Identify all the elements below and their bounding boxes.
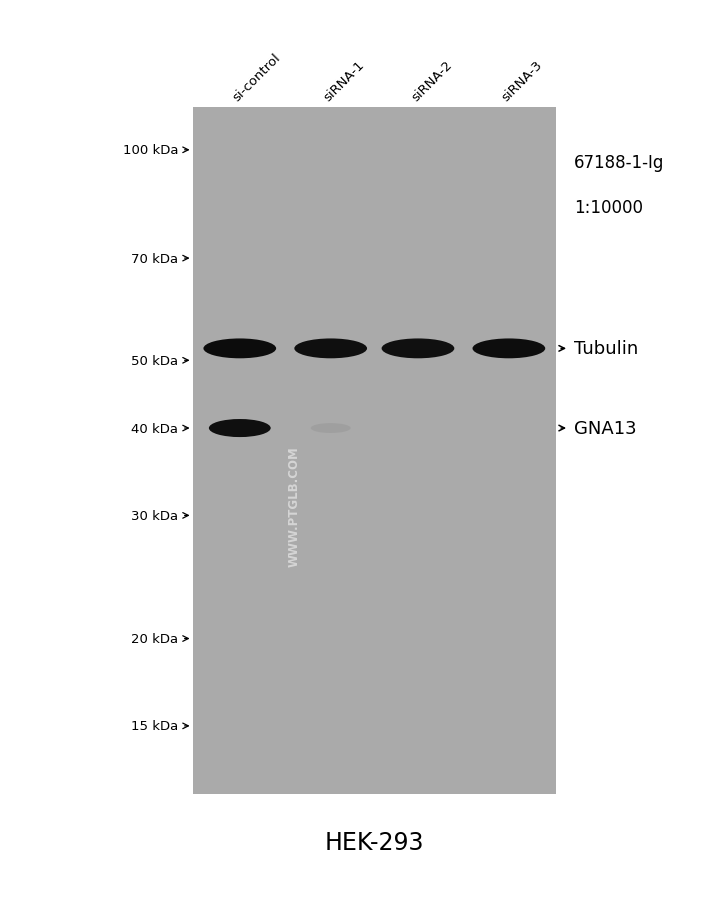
Text: WWW.PTGLB.COM: WWW.PTGLB.COM [288, 446, 301, 566]
Text: 20 kDa: 20 kDa [131, 632, 178, 645]
Text: si-control: si-control [230, 51, 284, 104]
Bar [193, 108, 556, 794]
Text: 40 kDa: 40 kDa [131, 422, 178, 435]
Ellipse shape [473, 339, 545, 359]
Text: siRNA-2: siRNA-2 [409, 58, 454, 104]
Ellipse shape [209, 419, 271, 437]
Text: siRNA-1: siRNA-1 [322, 58, 367, 104]
Ellipse shape [381, 339, 454, 359]
Text: 1:10000: 1:10000 [574, 198, 643, 216]
Text: 50 kDa: 50 kDa [131, 354, 178, 367]
Text: 67188-1-Ig: 67188-1-Ig [574, 153, 665, 171]
Text: 30 kDa: 30 kDa [131, 510, 178, 522]
Text: 100 kDa: 100 kDa [123, 144, 178, 157]
Ellipse shape [203, 339, 276, 359]
Text: siRNA-3: siRNA-3 [500, 58, 545, 104]
Text: 15 kDa: 15 kDa [131, 720, 178, 732]
Text: GNA13: GNA13 [574, 419, 637, 437]
Text: HEK-293: HEK-293 [324, 830, 424, 854]
Text: 70 kDa: 70 kDa [131, 253, 178, 265]
Ellipse shape [311, 424, 351, 434]
Ellipse shape [294, 339, 367, 359]
Text: Tubulin: Tubulin [574, 340, 638, 358]
